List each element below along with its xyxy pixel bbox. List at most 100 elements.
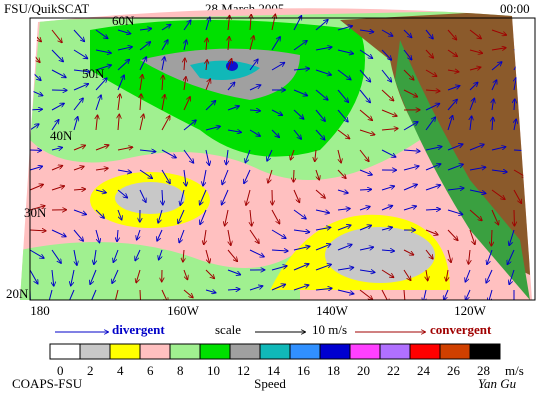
wind-vector [469, 49, 482, 53]
wind-vector [403, 269, 411, 280]
wind-vector [249, 129, 260, 136]
wind-vector [51, 29, 62, 42]
colorbar-title: Speed [254, 376, 286, 391]
lon-label: 160W [167, 303, 200, 318]
wind-vector [381, 69, 391, 82]
wind-vector [47, 289, 53, 301]
wind-vector [359, 247, 373, 251]
wind-vector [73, 70, 90, 72]
wind-vector [293, 169, 294, 182]
wind-vector [425, 117, 435, 131]
wind-vector [205, 290, 216, 293]
wind-vector [73, 145, 85, 151]
wind-vector [51, 147, 62, 150]
wind-vector [228, 37, 229, 51]
wind-vector [315, 288, 332, 290]
wind-vector [227, 59, 232, 71]
colorbar-label: 0 [57, 363, 64, 378]
wind-vector [95, 209, 104, 218]
wind-vector [469, 144, 484, 151]
wind-vector [117, 170, 131, 172]
colorbar-label: 16 [297, 363, 311, 378]
wind-vector [315, 244, 330, 251]
wind-vector [200, 209, 207, 224]
speed-field [325, 227, 435, 283]
wind-vector [95, 190, 106, 193]
wind-vector [250, 15, 251, 31]
wind-vector [447, 49, 457, 56]
wind-vector [95, 168, 108, 170]
wind-vector [139, 189, 146, 202]
colorbar-label: 2 [87, 363, 94, 378]
wind-vector [139, 150, 155, 152]
wind-vector [68, 289, 75, 301]
colorbar-label: 6 [147, 363, 154, 378]
wind-vector [271, 14, 275, 31]
wind-vector [403, 185, 417, 191]
wind-vector [73, 189, 85, 190]
lat-label: 50N [82, 66, 105, 81]
wind-vector [315, 169, 319, 180]
wind-vector [95, 78, 107, 91]
wind-vector [29, 206, 45, 211]
wind-vector [117, 60, 129, 71]
wind-vector [425, 49, 433, 58]
wind-vector [337, 89, 348, 102]
colorbar-swatch [409, 343, 441, 360]
wind-vector [139, 169, 152, 178]
wind-vector [227, 249, 237, 261]
wind-vector [161, 116, 170, 131]
wind-vector [381, 289, 389, 301]
wind-vector [52, 269, 54, 286]
wind-vector [403, 166, 419, 171]
wind-vector [470, 116, 472, 131]
wind-vector [337, 225, 351, 231]
wind-vector [315, 129, 325, 140]
header-title: FSU/QuikSCAT [4, 1, 89, 16]
wind-vector [381, 109, 397, 116]
wind-vector [179, 229, 185, 242]
wind-vector [447, 100, 457, 111]
wind-vector [315, 227, 330, 230]
legend-scale: scale [215, 322, 241, 337]
wind-vector [425, 29, 433, 39]
wind-vector [51, 103, 64, 111]
wind-vector [513, 42, 526, 51]
colorbar-swatch [439, 343, 471, 360]
wind-vector [491, 209, 498, 225]
legend-convergent: convergent [430, 322, 492, 337]
wind-vector [117, 189, 127, 198]
wind-vector [447, 229, 458, 240]
wind-vector [469, 229, 475, 244]
wind-vector [183, 289, 193, 297]
colorbar-swatch [379, 343, 411, 360]
wind-vector [206, 60, 207, 71]
wind-vector [359, 129, 375, 135]
wind-vector [29, 269, 38, 284]
wind-vector [113, 249, 119, 262]
wind-vector [95, 229, 99, 242]
wind-vector [205, 101, 215, 111]
wind-vector [513, 189, 521, 203]
wind-vector [507, 249, 515, 264]
wind-vector [447, 86, 460, 91]
speed-field [115, 182, 185, 214]
wind-vector [113, 289, 119, 301]
wind-vector [73, 166, 84, 171]
wind-vector [225, 209, 229, 226]
wind-vector [315, 47, 332, 51]
wind-vector [469, 82, 478, 91]
wind-vector [73, 98, 83, 111]
wind-vector [359, 149, 369, 161]
wind-vector [337, 109, 348, 122]
wind-vector [425, 249, 433, 259]
wind-vector [249, 229, 259, 243]
wind-vector [315, 189, 325, 198]
wind-vector [51, 249, 61, 263]
wind-vector [489, 289, 493, 301]
wind-vector [227, 229, 231, 245]
colorbar-label: 20 [357, 363, 370, 378]
wind-vector [162, 189, 163, 205]
wind-vector [469, 98, 474, 111]
wind-vector [514, 99, 515, 111]
